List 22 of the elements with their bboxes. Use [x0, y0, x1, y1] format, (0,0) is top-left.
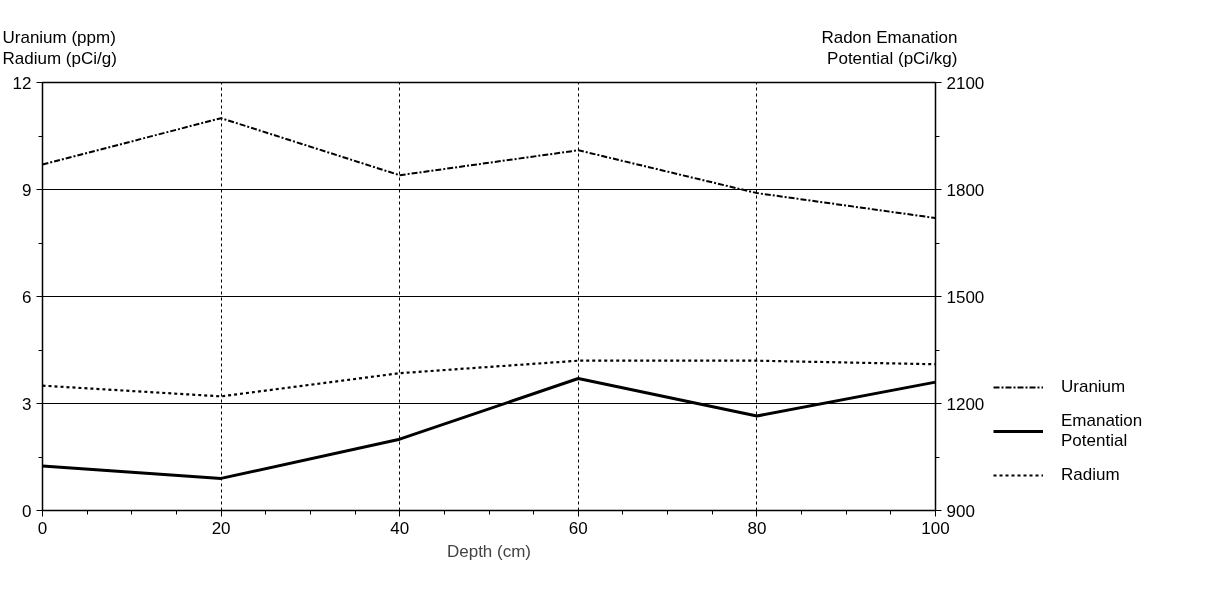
y2-tick-label: 1200: [946, 394, 985, 414]
y-tick-label: 6: [22, 287, 32, 307]
legend-label: Radium: [1061, 465, 1120, 485]
legend-label: Emanation Potential: [1061, 411, 1143, 451]
x-tick-label: 60: [568, 518, 588, 538]
y2-tick-label: 2100: [946, 73, 985, 93]
y-tick-label: 3: [22, 394, 32, 414]
y-axis-title: Uranium (ppm) Radium (pCi/g): [2, 27, 117, 69]
legend-label: Uranium: [1061, 377, 1126, 397]
y2-tick-label: 1800: [946, 180, 985, 200]
x-tick-label: 80: [747, 518, 767, 538]
y2-tick-label: 900: [946, 501, 975, 521]
x-tick-label: 100: [921, 518, 950, 538]
x-axis-title: Depth (cm): [446, 541, 532, 561]
x-tick-label: 20: [211, 518, 231, 538]
y2-axis-title: Radon Emanation Potential (pCi/kg): [821, 27, 958, 69]
y2-tick-label: 1500: [946, 287, 985, 307]
y-tick-label: 9: [22, 180, 32, 200]
y-tick-label: 0: [22, 501, 32, 521]
y-tick-label: 12: [12, 73, 32, 93]
x-tick-label: 40: [390, 518, 410, 538]
x-tick-label: 0: [37, 518, 48, 538]
